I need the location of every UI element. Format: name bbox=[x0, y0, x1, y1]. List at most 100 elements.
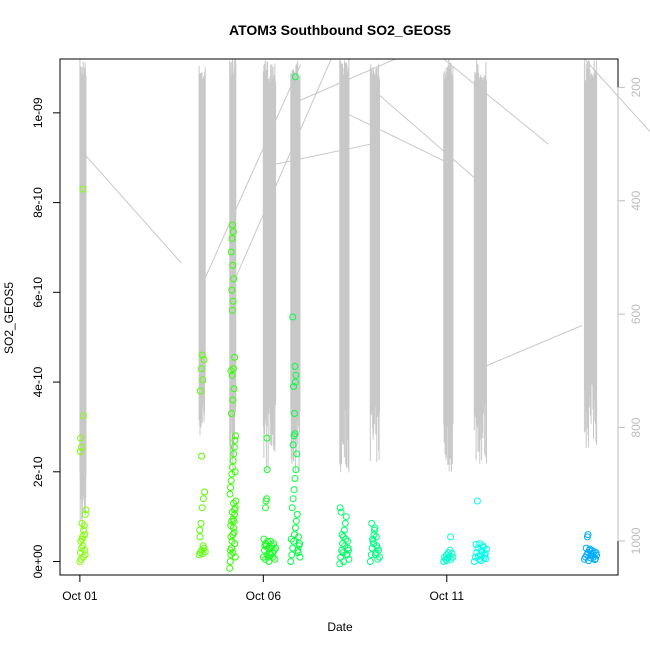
data-point bbox=[77, 443, 85, 451]
data-point bbox=[290, 383, 298, 390]
data-point bbox=[260, 535, 268, 543]
data-point bbox=[231, 506, 238, 514]
data-point bbox=[76, 448, 84, 456]
data-point bbox=[80, 526, 87, 534]
data-point bbox=[231, 436, 239, 444]
data-point bbox=[293, 510, 301, 518]
data-point bbox=[290, 486, 298, 494]
data-point bbox=[196, 387, 204, 395]
data-point bbox=[230, 443, 238, 451]
data-point bbox=[77, 434, 85, 442]
x-tick-label: Oct 06 bbox=[246, 589, 282, 603]
pressure-tick-label: 200 bbox=[629, 77, 643, 97]
data-point bbox=[336, 560, 344, 568]
data-point bbox=[376, 553, 383, 561]
data-point bbox=[271, 555, 279, 563]
y-tick-label: 8e-10 bbox=[31, 187, 45, 218]
data-point bbox=[79, 185, 87, 193]
pressure-series-layer bbox=[79, 58, 650, 532]
data-point bbox=[226, 490, 234, 498]
data-point bbox=[265, 558, 273, 565]
data-point bbox=[337, 508, 345, 516]
y-tick-label: 6e-10 bbox=[31, 277, 45, 308]
data-point bbox=[198, 546, 206, 554]
data-point bbox=[81, 546, 88, 554]
data-point bbox=[228, 221, 236, 229]
data-point bbox=[263, 466, 271, 474]
pressure-transit-line bbox=[229, 58, 332, 292]
data-point bbox=[291, 524, 299, 532]
y-tick-label: 0e+00 bbox=[31, 544, 45, 578]
data-point bbox=[270, 540, 278, 548]
data-point bbox=[196, 526, 204, 534]
x-tick-label: Oct 11 bbox=[430, 589, 465, 603]
data-point bbox=[448, 550, 456, 557]
data-point bbox=[372, 533, 380, 541]
data-point bbox=[231, 553, 239, 561]
data-point bbox=[79, 553, 87, 561]
data-point bbox=[77, 537, 85, 545]
data-point bbox=[230, 275, 238, 283]
y-axis-label: SO2_GEOS5 bbox=[2, 282, 16, 354]
data-point bbox=[289, 495, 297, 503]
data-point bbox=[293, 450, 301, 458]
data-point bbox=[228, 235, 236, 242]
data-point bbox=[81, 510, 89, 518]
data-point bbox=[296, 540, 304, 548]
pressure-trace bbox=[262, 60, 277, 471]
data-point bbox=[230, 385, 238, 393]
plot-frame bbox=[59, 58, 619, 576]
data-point bbox=[343, 551, 351, 559]
data-point bbox=[269, 549, 276, 557]
data-point bbox=[227, 522, 235, 530]
data-point bbox=[444, 549, 452, 557]
data-point bbox=[292, 466, 300, 474]
data-point bbox=[262, 504, 269, 512]
chart-title: ATOM3 Southbound SO2_GEOS5 bbox=[229, 22, 451, 38]
data-point bbox=[344, 537, 352, 545]
pressure-trace bbox=[339, 59, 350, 473]
data-point bbox=[584, 531, 592, 539]
data-point bbox=[371, 551, 379, 559]
x-tick-label: Oct 01 bbox=[62, 589, 98, 603]
pressure-trace bbox=[369, 63, 380, 462]
data-point bbox=[292, 517, 300, 525]
pressure-trace bbox=[229, 59, 237, 473]
pressure-transit-line bbox=[474, 325, 583, 372]
data-point bbox=[476, 540, 484, 548]
data-point bbox=[199, 542, 207, 550]
data-point bbox=[197, 365, 205, 373]
data-point bbox=[232, 432, 239, 440]
data-point bbox=[259, 553, 267, 561]
data-point bbox=[227, 484, 235, 491]
data-point bbox=[197, 519, 205, 527]
data-point bbox=[231, 540, 239, 548]
data-point bbox=[198, 351, 206, 359]
data-point bbox=[477, 557, 485, 565]
data-point bbox=[480, 543, 487, 551]
data-point bbox=[230, 499, 237, 507]
data-point bbox=[229, 457, 237, 465]
data-point bbox=[287, 535, 295, 543]
data-point bbox=[342, 535, 350, 543]
data-point bbox=[227, 367, 235, 375]
data-point bbox=[78, 519, 86, 527]
pressure-transit-line bbox=[263, 143, 372, 168]
data-point bbox=[287, 558, 295, 565]
data-point bbox=[369, 535, 377, 543]
data-point bbox=[198, 452, 206, 460]
data-point bbox=[81, 531, 89, 539]
pressure-transit-line bbox=[198, 64, 302, 292]
pressure-transit-line bbox=[339, 109, 445, 162]
pressure-trace bbox=[290, 60, 301, 472]
data-point bbox=[229, 261, 237, 269]
data-point bbox=[370, 540, 378, 548]
data-point bbox=[229, 515, 237, 523]
data-point bbox=[263, 495, 271, 503]
pressure-trace bbox=[443, 58, 454, 472]
y-tick-label: 4e-10 bbox=[31, 366, 45, 397]
data-point bbox=[229, 396, 237, 404]
data-point bbox=[200, 356, 208, 364]
data-point bbox=[79, 542, 87, 550]
